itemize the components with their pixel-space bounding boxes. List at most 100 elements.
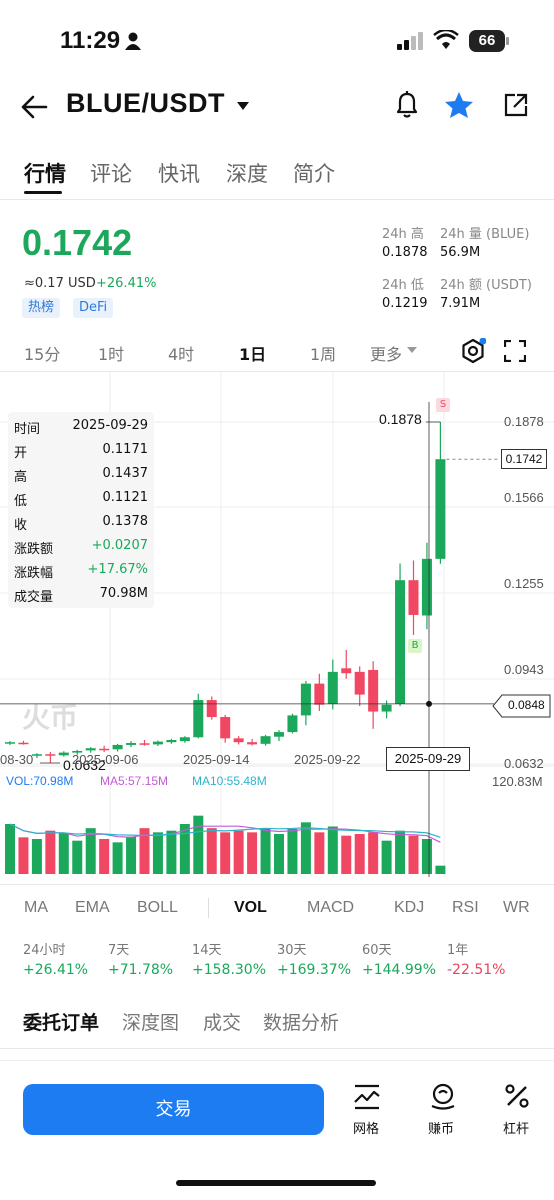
tab-data-analysis[interactable]: 数据分析 — [263, 1012, 340, 1034]
candle-body — [354, 671, 365, 695]
candle-body — [341, 668, 352, 674]
performance-period: 14天 — [192, 943, 222, 958]
indicator-kdj[interactable]: KDJ — [394, 899, 425, 916]
tab-news[interactable]: 快讯 — [158, 162, 200, 186]
candlestick-chart[interactable]: 火币 — [0, 372, 554, 882]
volume-bar — [72, 840, 83, 874]
back-arrow-icon[interactable] — [20, 94, 48, 120]
volume-bar — [341, 835, 352, 874]
volume-bar — [233, 830, 244, 874]
volume-bar — [193, 815, 204, 874]
vol-quote-value: 7.91M — [440, 296, 481, 311]
volume-bar — [408, 835, 419, 874]
tab-market[interactable]: 行情 — [24, 162, 66, 186]
chart-settings-icon[interactable] — [460, 338, 486, 364]
ohlc-tooltip: 时间 2025-09-29 开 0.1171 高 0.1437 低 0.1121 收 0.… — [8, 412, 154, 608]
performance-value: +26.41% — [23, 962, 89, 978]
candle-body — [179, 737, 190, 742]
divider — [0, 1048, 554, 1049]
low-label: 24h 低 — [382, 278, 424, 293]
price-tick: 0.1255 — [504, 576, 544, 591]
vol-base-value: 56.9M — [440, 245, 481, 260]
pair-title[interactable]: BLUE/USDT — [66, 88, 225, 118]
indicator-vol[interactable]: VOL — [234, 899, 267, 916]
candle-body — [395, 580, 406, 704]
indicator-wr[interactable]: WR — [503, 899, 530, 916]
tab-intro[interactable]: 简介 — [293, 162, 335, 186]
volume-bar — [31, 839, 42, 874]
grid-label[interactable]: 网格 — [353, 1122, 380, 1137]
indicator-boll[interactable]: BOLL — [137, 899, 178, 916]
share-icon[interactable] — [503, 92, 529, 118]
candle-body — [152, 741, 163, 745]
tab-depth[interactable]: 深度 — [226, 162, 268, 186]
volume-bar — [260, 828, 271, 874]
tab-orders[interactable]: 委托订单 — [23, 1012, 100, 1034]
interval-more[interactable]: 更多 — [370, 345, 403, 364]
sell-marker[interactable]: S — [436, 398, 450, 412]
grid-trading-icon[interactable] — [352, 1082, 382, 1112]
volume-bar — [45, 830, 56, 874]
volume-bar — [274, 834, 284, 874]
last-price: 0.1742 — [22, 222, 133, 263]
trade-button[interactable]: 交易 — [23, 1084, 324, 1135]
fullscreen-icon[interactable] — [504, 340, 526, 362]
price-tick: 0.0943 — [504, 662, 544, 677]
candle-body — [421, 558, 432, 616]
vol-max-label: 120.83M — [492, 774, 543, 789]
earn-icon[interactable] — [428, 1082, 458, 1112]
candle-body — [45, 754, 56, 756]
crosshair-dot — [426, 700, 432, 707]
caret-down-icon[interactable] — [236, 101, 250, 111]
ma10-label: MA10:55.48M — [192, 774, 267, 788]
chart-watermark: 火币 — [22, 701, 78, 734]
hot-tag[interactable]: 热榜 — [22, 298, 61, 318]
volume-bar — [381, 840, 392, 874]
volume-bar — [152, 832, 163, 874]
defi-tag[interactable]: DeFi — [73, 298, 114, 318]
interval-1d[interactable]: 1日 — [239, 345, 267, 364]
caret-down-icon[interactable] — [407, 347, 417, 354]
ma10-line — [9, 823, 441, 838]
tab-underline — [24, 191, 62, 194]
candle-body — [260, 736, 271, 744]
candle-body — [139, 743, 150, 745]
interval-1w[interactable]: 1周 — [310, 345, 337, 364]
ma5-label: MA5:57.15M — [100, 774, 169, 788]
favorite-star-icon[interactable] — [444, 91, 474, 119]
divider — [0, 199, 554, 200]
indicator-divider — [208, 898, 209, 918]
volume-bar — [287, 829, 298, 874]
tab-comments[interactable]: 评论 — [90, 162, 132, 186]
candle-body — [72, 750, 83, 753]
candle-body — [126, 743, 137, 745]
leverage-label[interactable]: 杠杆 — [503, 1122, 530, 1137]
indicator-ma[interactable]: MA — [24, 899, 48, 916]
volume-bar — [179, 824, 190, 874]
interval-4h[interactable]: 4时 — [168, 345, 195, 364]
volume-bar — [126, 836, 137, 874]
candle-body — [31, 754, 42, 756]
interval-15m[interactable]: 15分 — [24, 345, 61, 364]
min-price-label: 0.0632 — [63, 757, 106, 773]
performance-value: +71.78% — [108, 962, 174, 978]
performance-period: 24小时 — [23, 943, 66, 958]
tab-depth-chart[interactable]: 深度图 — [122, 1012, 180, 1034]
volume-bar — [18, 837, 29, 874]
leverage-icon[interactable] — [503, 1082, 531, 1110]
bell-icon[interactable] — [393, 90, 421, 120]
candle-body — [193, 700, 204, 738]
max-price-label: 0.1878 — [379, 411, 422, 427]
indicator-macd[interactable]: MACD — [307, 899, 355, 916]
volume-bar — [206, 828, 217, 874]
candle-body — [166, 740, 177, 743]
earn-label[interactable]: 赚币 — [428, 1122, 455, 1137]
home-indicator — [176, 1180, 376, 1186]
indicator-ema[interactable]: EMA — [75, 899, 110, 916]
candle-body — [85, 748, 96, 751]
tab-trades[interactable]: 成交 — [203, 1012, 242, 1034]
buy-marker[interactable]: B — [408, 639, 422, 653]
interval-1h[interactable]: 1时 — [98, 345, 125, 364]
candles — [5, 422, 446, 763]
indicator-rsi[interactable]: RSI — [452, 899, 479, 916]
